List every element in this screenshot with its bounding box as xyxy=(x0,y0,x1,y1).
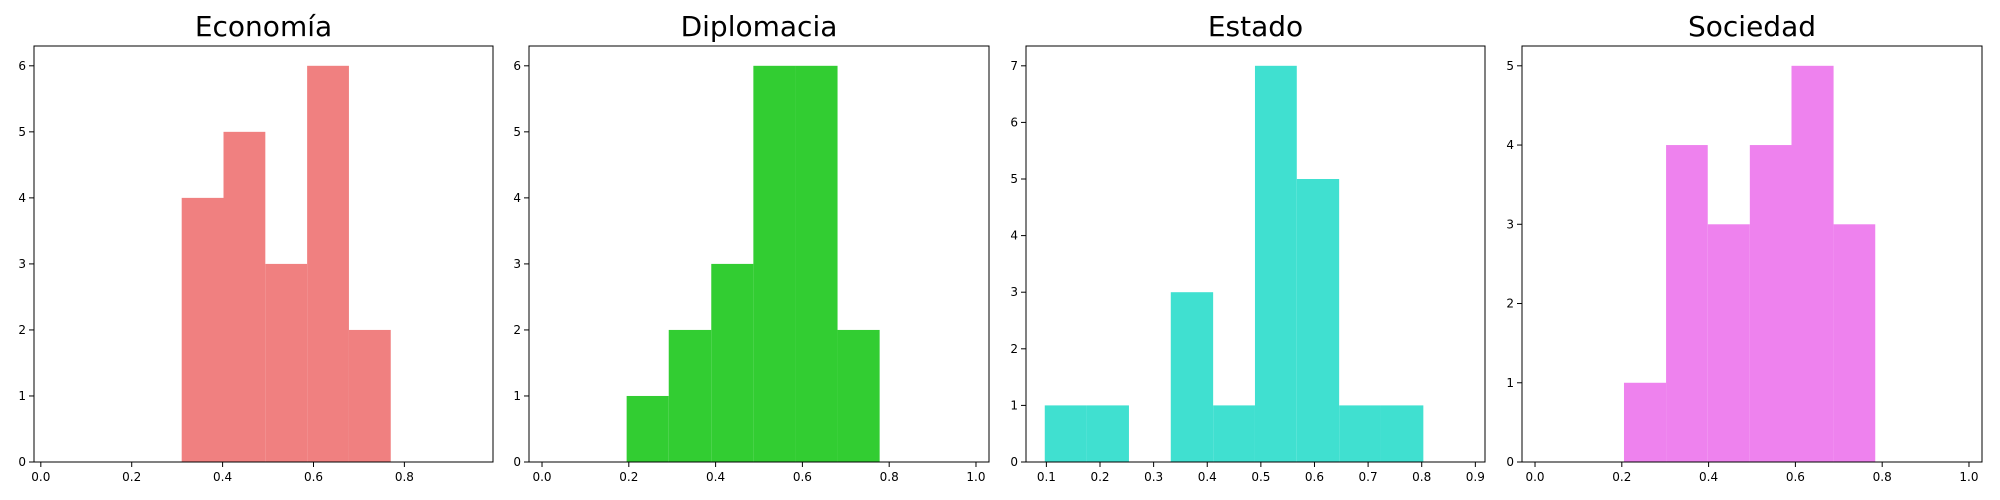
histogram-bar xyxy=(1044,405,1087,462)
axes-frame xyxy=(528,45,990,463)
histogram-bar xyxy=(1254,65,1297,463)
x-tick-label: 0.2 xyxy=(122,470,141,484)
x-tick-label: 0.4 xyxy=(213,470,232,484)
x-tick-label: 0.7 xyxy=(1359,470,1378,484)
y-tick-label: 4 xyxy=(1010,229,1018,243)
x-tick-label: 0.6 xyxy=(793,470,812,484)
y-tick-label: 5 xyxy=(513,125,521,139)
subplot-3: 0.1 0.2 0.3 0.4 0.5 0.6 0.7 0.8 0.9 0 1 2 3 4 5 6 7 Estad… xyxy=(1010,10,1486,484)
x-tick-label: 0.3 xyxy=(1144,470,1163,484)
y-tick-label: 3 xyxy=(513,257,521,271)
y-tick-label: 6 xyxy=(1010,115,1018,129)
x-tick-label: 1.0 xyxy=(966,470,985,484)
x-tick-label: 0.8 xyxy=(880,470,899,484)
histogram-bar xyxy=(223,131,266,463)
y-tick-label: 5 xyxy=(1010,172,1018,186)
y-tick-label: 1 xyxy=(18,389,26,403)
x-tick-label: 0.1 xyxy=(1037,470,1056,484)
subplot-2: 0.0 0.2 0.4 0.6 0.8 1.0 0 1 2 3 4 5 6 Diplomacia xyxy=(513,10,990,484)
histogram-bar xyxy=(837,329,880,462)
y-tick-label: 4 xyxy=(1506,138,1514,152)
histogram-bar xyxy=(307,65,349,463)
y-tick-label: 1 xyxy=(1010,398,1018,412)
subplot-4: 0.0 0.2 0.4 0.6 0.8 1.0 0 1 2 3 4 5 Sociedad xyxy=(1506,10,1983,484)
x-tick-label: 0.8 xyxy=(1873,470,1892,484)
y-tick-label: 6 xyxy=(513,59,521,73)
axes-frame xyxy=(1025,45,1486,463)
histogram-bar xyxy=(1380,405,1424,462)
y-tick-label: 4 xyxy=(18,191,26,205)
histogram-bar xyxy=(1623,382,1667,462)
x-tick-label: 0.9 xyxy=(1466,470,1485,484)
y-tick-label: 6 xyxy=(18,59,26,73)
x-tick-label: 0.4 xyxy=(1699,470,1718,484)
y-tick-label: 1 xyxy=(513,389,521,403)
y-tick-label: 3 xyxy=(1506,217,1514,231)
axes-frame xyxy=(33,45,494,463)
subplot-1: 0.0 0.2 0.4 0.6 0.8 0 1 2 3 4 5 6 Economía xyxy=(18,10,494,484)
subplot-title: Sociedad xyxy=(1688,10,1816,43)
subplot-title: Diplomacia xyxy=(681,10,838,43)
y-tick-label: 2 xyxy=(1506,297,1514,311)
y-tick-label: 2 xyxy=(1010,342,1018,356)
histogram-bar xyxy=(1339,405,1381,462)
histogram-bar xyxy=(1707,224,1750,462)
subplot-title: Economía xyxy=(195,10,332,43)
histogram-bar xyxy=(1296,179,1340,462)
histogram-bar xyxy=(181,197,224,462)
histogram-bar xyxy=(1170,292,1214,462)
histogram-bar xyxy=(668,329,712,462)
x-tick-label: 0.6 xyxy=(304,470,323,484)
histogram-bar xyxy=(626,395,669,462)
y-tick-label: 3 xyxy=(1010,285,1018,299)
x-tick-label: 0.2 xyxy=(1090,470,1109,484)
y-tick-label: 0 xyxy=(513,455,521,469)
histogram-bar xyxy=(1666,145,1708,463)
x-tick-label: 0.4 xyxy=(706,470,725,484)
x-tick-label: 0.0 xyxy=(532,470,551,484)
histogram-bar xyxy=(1833,224,1876,462)
x-tick-label: 0.5 xyxy=(1251,470,1270,484)
y-tick-label: 0 xyxy=(18,455,26,469)
y-tick-label: 2 xyxy=(18,323,26,337)
x-tick-label: 0.0 xyxy=(1525,470,1544,484)
x-tick-label: 0.6 xyxy=(1305,470,1324,484)
x-tick-label: 1.0 xyxy=(1959,470,1978,484)
x-tick-label: 0.0 xyxy=(31,470,50,484)
y-tick-label: 4 xyxy=(513,191,521,205)
histogram-bar xyxy=(348,329,391,462)
y-tick-label: 5 xyxy=(1506,59,1514,73)
x-tick-label: 0.6 xyxy=(1786,470,1805,484)
y-tick-label: 2 xyxy=(513,323,521,337)
histogram-bar xyxy=(1791,65,1834,463)
x-tick-label: 0.2 xyxy=(619,470,638,484)
subplot-title: Estado xyxy=(1208,10,1303,43)
x-tick-label: 0.2 xyxy=(1612,470,1631,484)
y-tick-label: 5 xyxy=(18,125,26,139)
x-tick-label: 0.4 xyxy=(1198,470,1217,484)
histogram-bar xyxy=(1213,405,1255,462)
histogram-bar xyxy=(265,263,308,462)
x-tick-label: 0.8 xyxy=(1412,470,1431,484)
y-tick-label: 0 xyxy=(1506,455,1514,469)
axes-frame xyxy=(1521,45,1983,463)
y-tick-label: 7 xyxy=(1010,59,1018,73)
y-tick-label: 1 xyxy=(1506,376,1514,390)
histogram-bar xyxy=(711,263,754,462)
histogram-bar xyxy=(795,65,838,463)
y-tick-label: 3 xyxy=(18,257,26,271)
histogram-bar xyxy=(753,65,796,463)
histogram-bar xyxy=(1749,145,1792,463)
x-tick-label: 0.8 xyxy=(395,470,414,484)
y-tick-label: 0 xyxy=(1010,455,1018,469)
histogram-bar xyxy=(1086,405,1129,462)
